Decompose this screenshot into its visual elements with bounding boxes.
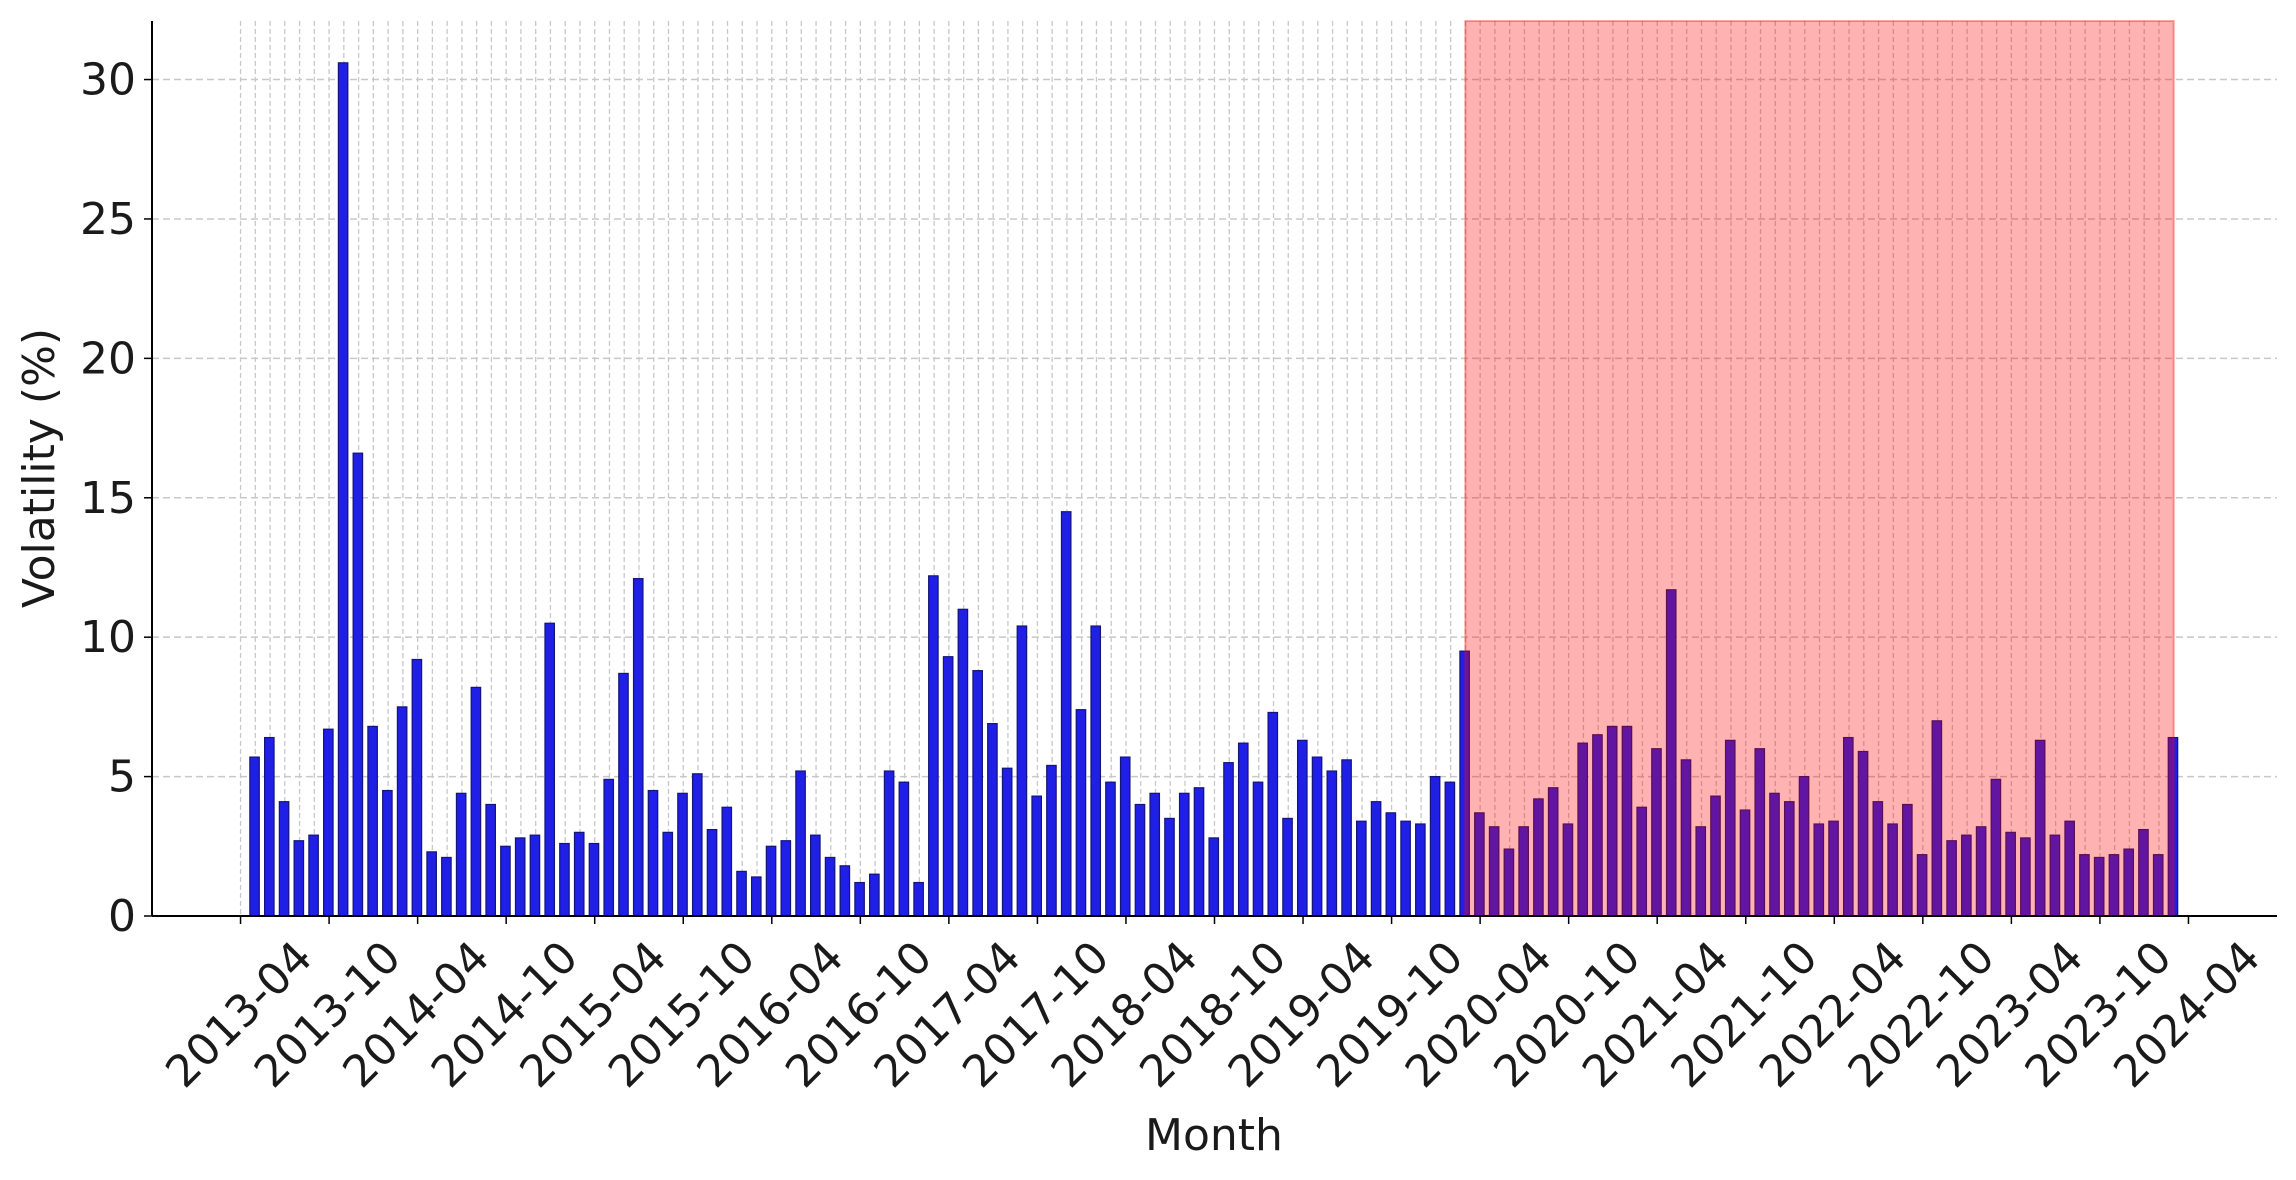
bar: [1267, 711, 1279, 917]
bar: [1400, 820, 1411, 917]
bar: [810, 834, 821, 917]
bar: [1429, 775, 1441, 917]
bar: [308, 834, 319, 917]
bar: [559, 842, 570, 917]
bar: [795, 770, 806, 917]
bar: [278, 801, 290, 917]
highlight-span: [1464, 20, 2175, 917]
bar: [1119, 756, 1131, 917]
bar: [721, 806, 733, 917]
bar: [1444, 781, 1456, 917]
bar: [913, 881, 924, 917]
bar: [824, 856, 836, 917]
y-tick-label: 20: [80, 333, 136, 384]
bar: [1415, 823, 1426, 917]
bar: [957, 608, 969, 917]
bar: [441, 856, 452, 917]
bar: [987, 723, 998, 917]
bar: [588, 842, 600, 917]
bar: [1149, 792, 1161, 917]
bar: [839, 865, 851, 917]
bar: [455, 792, 467, 917]
y-tick-label: 30: [80, 55, 136, 106]
bar: [573, 831, 585, 917]
bar: [662, 831, 674, 917]
bar: [706, 828, 718, 917]
bar: [1356, 820, 1367, 917]
bar: [1311, 756, 1323, 917]
bar: [485, 803, 496, 917]
x-axis-label: Month: [1145, 1110, 1283, 1161]
bar: [1016, 625, 1028, 917]
bar: [928, 575, 939, 917]
bar: [337, 62, 349, 917]
bar: [411, 658, 423, 917]
bar: [1326, 770, 1338, 917]
bar: [780, 840, 792, 917]
bar: [1252, 781, 1264, 917]
bar: [1134, 803, 1146, 917]
bar: [603, 778, 615, 917]
bar: [765, 845, 777, 917]
bar: [426, 851, 437, 917]
bar: [529, 834, 541, 917]
bar: [514, 837, 526, 917]
bar: [352, 452, 364, 917]
bar: [470, 686, 482, 917]
bar: [1031, 795, 1043, 917]
y-tick-label: 25: [80, 194, 136, 245]
y-tick-label: 5: [108, 752, 136, 803]
bar: [1046, 764, 1057, 917]
bar: [736, 870, 747, 917]
bar: [942, 656, 954, 917]
bar: [1178, 792, 1190, 917]
bar: [883, 770, 895, 917]
y-tick-label: 10: [80, 612, 136, 663]
bar: [544, 622, 556, 917]
bar: [396, 706, 408, 917]
bar: [898, 781, 910, 917]
bar: [1105, 781, 1116, 917]
y-axis-label: Volatility (%): [14, 328, 65, 608]
bar: [750, 876, 762, 917]
bar: [869, 873, 880, 917]
bar: [1193, 787, 1205, 917]
bar: [677, 792, 688, 917]
bar: [382, 789, 393, 917]
bar: [632, 578, 644, 917]
bar: [1090, 625, 1102, 917]
bar: [1164, 817, 1175, 917]
bar: [1001, 767, 1013, 917]
bar: [1282, 817, 1293, 917]
bar: [293, 840, 305, 917]
bar: [1237, 742, 1249, 917]
bar: [1385, 812, 1397, 917]
bar: [1296, 739, 1308, 917]
bar: [500, 845, 511, 917]
bar: [367, 725, 378, 917]
bar: [1208, 837, 1220, 917]
bar: [323, 728, 334, 917]
bar: [1370, 801, 1382, 917]
bar: [263, 736, 275, 917]
bar: [1223, 762, 1234, 917]
bar: [618, 672, 629, 917]
bar: [1341, 759, 1352, 917]
bar: [1075, 709, 1087, 917]
bar: [249, 756, 260, 917]
bar: [972, 670, 983, 917]
bar: [854, 881, 865, 917]
y-tick-label: 0: [108, 891, 136, 942]
bar: [647, 789, 659, 917]
bar: [691, 773, 703, 917]
y-tick-label: 15: [80, 473, 136, 524]
bar: [1060, 511, 1072, 917]
